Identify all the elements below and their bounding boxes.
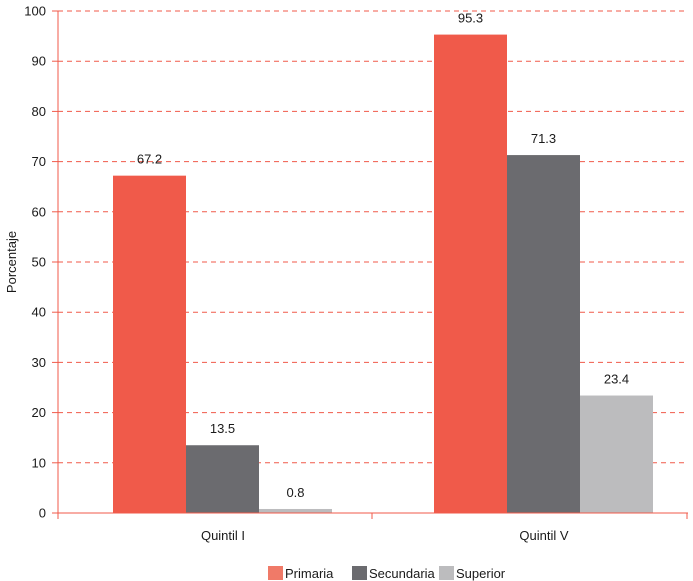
data-label: 95.3: [458, 11, 483, 26]
y-tick-label: 70: [32, 154, 46, 169]
data-label: 13.5: [210, 421, 235, 436]
legend-swatch-secundaria: [352, 566, 367, 580]
bar-secundaria-2: [507, 155, 580, 513]
legend: Primaria Secundaria Superior: [268, 566, 506, 581]
y-axis-title: Porcentaje: [4, 231, 19, 293]
data-label: 23.4: [604, 372, 629, 387]
y-tick-label: 0: [39, 506, 46, 521]
bar-primaria-2: [434, 34, 507, 514]
x-category-label: Quintil V: [519, 528, 568, 543]
legend-label-secundaria: Secundaria: [369, 566, 436, 581]
y-tick-label: 20: [32, 405, 46, 420]
x-category-label: Quintil I: [201, 528, 245, 543]
legend-label-superior: Superior: [456, 566, 506, 581]
y-tick-label: 30: [32, 355, 46, 370]
legend-label-primaria: Primaria: [285, 566, 334, 581]
y-tick-label: 60: [32, 204, 46, 219]
bars-layer: [113, 34, 653, 514]
bar-superior-2: [580, 395, 653, 513]
data-label: 71.3: [531, 131, 556, 146]
y-tick-label: 100: [24, 4, 46, 19]
y-tick-label: 50: [32, 255, 46, 270]
legend-swatch-primaria: [268, 566, 283, 580]
y-tick-label: 80: [32, 104, 46, 119]
labels-layer: 0 10 20 30 40 50 60 70 80 90 100 67.2 95.3 13.5 71.3 0.…: [24, 4, 629, 544]
legend-swatch-superior: [439, 566, 454, 580]
axis-layer: [52, 10, 688, 519]
data-label: 0.8: [286, 485, 304, 500]
data-label: 67.2: [137, 152, 162, 167]
bar-secundaria-1: [186, 445, 259, 513]
y-tick-label: 40: [32, 305, 46, 320]
y-tick-label: 90: [32, 54, 46, 69]
y-tick-label: 10: [32, 455, 46, 470]
bar-superior-1: [259, 508, 332, 513]
bar-primaria-1: [113, 175, 186, 513]
